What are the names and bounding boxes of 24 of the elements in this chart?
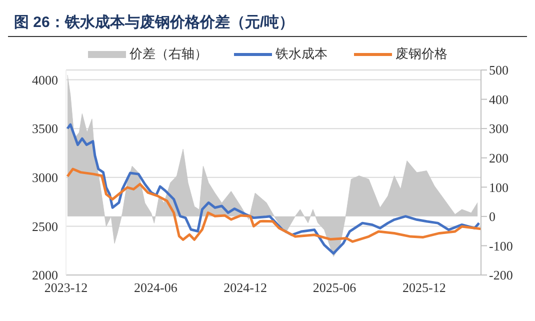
y2-tick-label: 100 xyxy=(489,180,508,195)
y2-tick-label: 400 xyxy=(489,92,508,107)
y2-tick-label: 0 xyxy=(489,209,496,224)
chart-title: 图 26：铁水成本与废钢价格价差（元/吨） xyxy=(8,8,527,37)
y2-tick-label: 300 xyxy=(489,121,508,136)
x-tick-label: 2024-06 xyxy=(134,280,178,296)
y-tick-label: 3000 xyxy=(32,170,58,185)
y-tick-label: 3500 xyxy=(32,121,58,136)
line-series xyxy=(66,123,480,255)
line-series xyxy=(66,168,481,243)
x-tick-label: 2025-06 xyxy=(312,280,357,296)
y2-tick-label: -100 xyxy=(489,238,513,254)
legend-label: 废钢价格 xyxy=(396,45,448,63)
y2-tick-label: 500 xyxy=(489,62,508,78)
y-tick-label: 4000 xyxy=(32,72,58,88)
y-tick-label: 2000 xyxy=(32,268,58,283)
y2-tick-label: -200 xyxy=(489,268,513,283)
x-tick-label: 2024-12 xyxy=(224,280,267,296)
legend-label: 价差（右轴） xyxy=(130,45,208,63)
x-tick-label: 2025-12 xyxy=(402,280,446,296)
x-tick-label: 2023-12 xyxy=(44,280,88,296)
legend-label: 铁水成本 xyxy=(276,45,328,63)
y2-tick-label: 200 xyxy=(489,150,508,166)
y-tick-label: 2500 xyxy=(32,218,58,234)
